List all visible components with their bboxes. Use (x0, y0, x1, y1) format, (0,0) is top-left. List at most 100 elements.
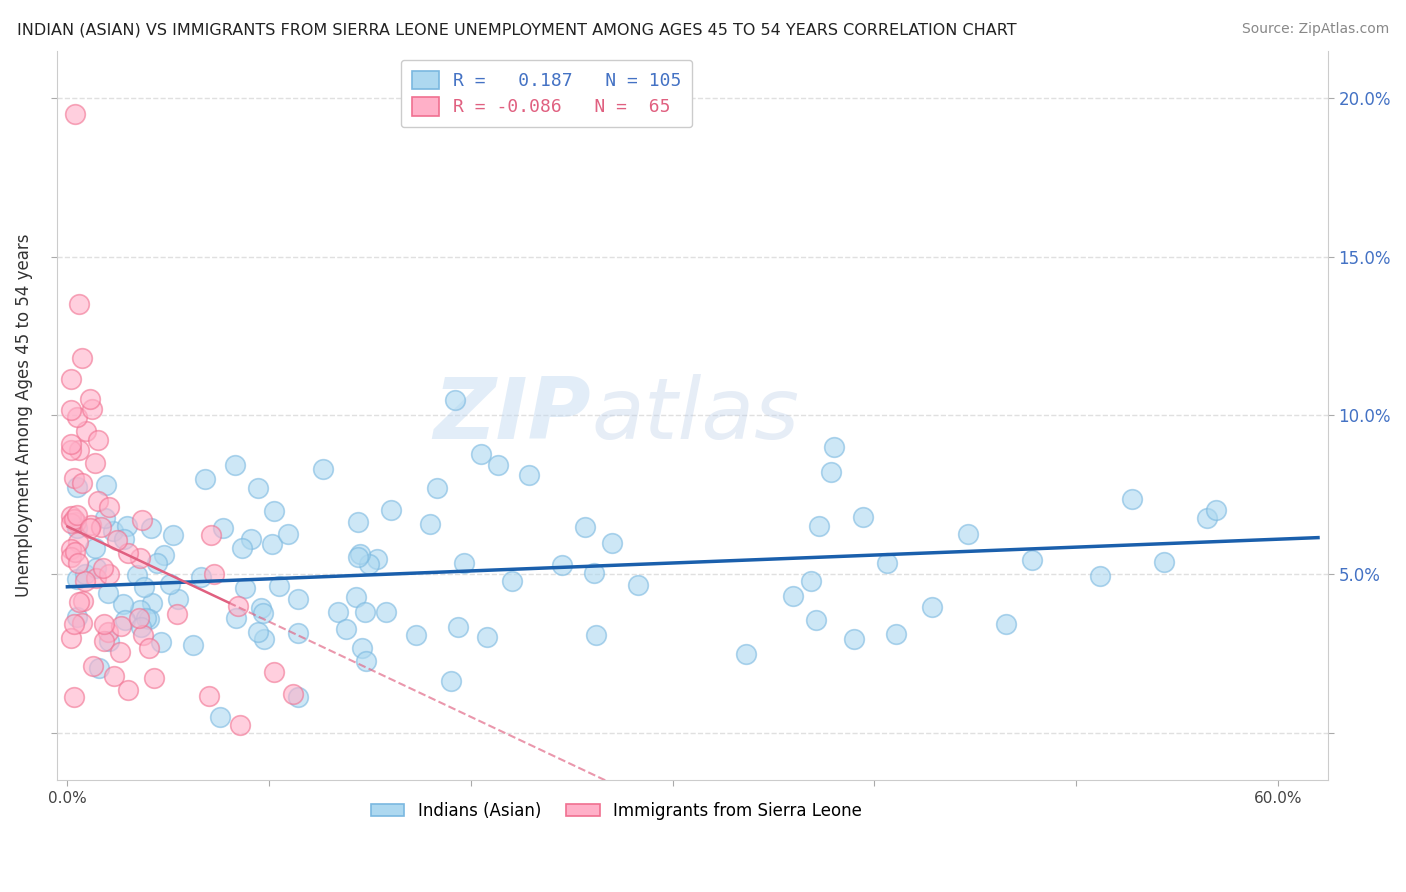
Point (73, 567, 96, 582)
Point (60, 402, 83, 417)
Point (66, 572, 89, 586)
Point (132, 627, 155, 641)
Point (111, 598, 134, 612)
Point (97, 586, 120, 600)
Point (1197, 510, 1219, 524)
Point (117, 682, 139, 697)
Point (374, 605, 396, 619)
Point (419, 517, 441, 532)
Point (1088, 569, 1111, 583)
Point (129, 551, 152, 566)
Point (1121, 491, 1143, 506)
Point (60, 541, 83, 556)
Point (347, 549, 370, 564)
Point (60, 549, 83, 564)
Point (129, 603, 152, 617)
Point (79, 392, 101, 407)
Point (60, 437, 83, 451)
Point (200, 527, 222, 541)
Point (63, 690, 86, 704)
Point (96, 477, 118, 491)
Point (517, 467, 540, 482)
Point (876, 556, 898, 570)
Point (426, 482, 449, 496)
Point (350, 640, 373, 655)
Point (357, 557, 380, 571)
Point (246, 625, 269, 640)
Point (212, 521, 235, 535)
Point (1021, 552, 1043, 566)
Point (225, 610, 247, 624)
Point (782, 589, 804, 603)
Point (335, 623, 357, 637)
Point (1153, 555, 1175, 569)
Text: Source: ZipAtlas.com: Source: ZipAtlas.com (1241, 22, 1389, 37)
Point (115, 519, 138, 533)
Point (842, 632, 865, 647)
Point (443, 392, 465, 407)
Point (79, 521, 101, 535)
Point (166, 607, 188, 621)
Point (995, 617, 1018, 632)
Point (346, 515, 368, 529)
Point (229, 717, 252, 731)
Point (583, 566, 606, 580)
Point (86, 494, 108, 508)
Point (198, 689, 221, 703)
Point (66, 521, 89, 535)
Point (349, 547, 371, 561)
Point (108, 645, 131, 659)
Point (91, 561, 114, 575)
Point (84, 571, 107, 585)
Point (627, 578, 650, 592)
Point (103, 669, 125, 683)
Point (63, 617, 86, 632)
Point (72, 593, 94, 607)
Point (852, 510, 875, 524)
Text: atlas: atlas (591, 374, 799, 457)
Point (263, 665, 285, 679)
Point (159, 576, 181, 591)
Point (800, 574, 823, 588)
Point (141, 596, 163, 610)
Point (98, 500, 121, 514)
Point (132, 580, 155, 594)
Point (190, 570, 212, 584)
Point (162, 528, 184, 542)
Point (70, 615, 93, 630)
Point (167, 591, 190, 606)
Point (233, 581, 256, 595)
Point (181, 638, 204, 652)
Point (804, 613, 827, 627)
Point (75, 425, 97, 439)
Point (82, 402, 104, 417)
Point (475, 630, 498, 644)
Point (366, 552, 388, 566)
Point (231, 541, 253, 556)
Point (114, 613, 136, 627)
Point (380, 503, 402, 517)
Point (101, 524, 124, 538)
Point (405, 628, 427, 642)
Point (66, 409, 89, 424)
Point (194, 472, 217, 486)
Point (269, 579, 291, 593)
Point (80, 518, 103, 533)
Point (60, 631, 83, 645)
Point (247, 481, 270, 495)
Point (470, 447, 492, 461)
Point (149, 635, 172, 649)
Point (228, 599, 250, 613)
Point (63, 470, 86, 484)
Point (129, 620, 152, 634)
Point (224, 458, 246, 472)
Point (281, 687, 304, 701)
Point (82, 659, 104, 673)
Point (84, 457, 107, 471)
Point (90, 519, 112, 533)
Point (250, 600, 273, 615)
Point (67, 442, 90, 457)
Point (60, 443, 83, 458)
Point (63, 545, 86, 559)
Point (146, 557, 169, 571)
